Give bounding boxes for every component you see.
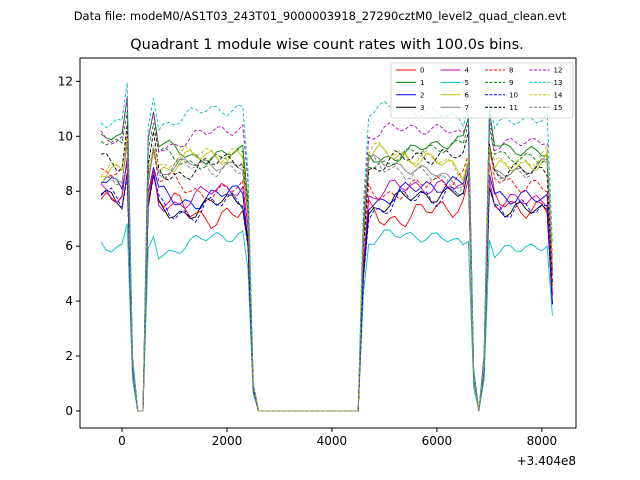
legend-label-0: 0 xyxy=(420,67,424,75)
y-tick-label: 6 xyxy=(65,239,73,253)
legend-label-6: 6 xyxy=(465,91,470,99)
x-axis: 0 2000 4000 6000 8000 xyxy=(118,428,557,448)
x-tick-label: 2000 xyxy=(212,434,243,448)
legend-label-4: 4 xyxy=(465,67,470,75)
legend-label-3: 3 xyxy=(420,104,424,112)
y-axis: 0 2 4 6 8 10 12 xyxy=(58,74,80,418)
plot-area xyxy=(100,82,553,412)
legend-label-5: 5 xyxy=(465,79,469,87)
y-tick-label: 0 xyxy=(65,404,73,418)
legend-label-11: 11 xyxy=(509,104,518,112)
legend-label-7: 7 xyxy=(465,104,469,112)
chart-title: Quadrant 1 module wise count rates with … xyxy=(130,37,524,53)
y-tick-label: 4 xyxy=(65,294,73,308)
y-tick-label: 12 xyxy=(58,74,73,88)
legend-label-14: 14 xyxy=(554,91,563,99)
series-line-15 xyxy=(100,141,553,412)
x-tick-label: 8000 xyxy=(527,434,558,448)
series-line-14 xyxy=(100,134,553,412)
legend-label-10: 10 xyxy=(509,91,518,99)
y-tick-label: 10 xyxy=(58,129,73,143)
legend-box xyxy=(390,62,574,119)
legend-label-1: 1 xyxy=(420,79,424,87)
legend-label-9: 9 xyxy=(509,79,513,87)
legend-label-15: 15 xyxy=(554,104,563,112)
x-tick-label: 6000 xyxy=(422,434,453,448)
axes-frame xyxy=(79,57,577,429)
x-tick-label: 0 xyxy=(118,434,126,448)
legend-label-2: 2 xyxy=(420,91,424,99)
x-offset-label: +3.404e8 xyxy=(517,454,576,468)
y-tick-label: 2 xyxy=(65,349,73,363)
series-line-12 xyxy=(100,96,553,412)
legend-label-13: 13 xyxy=(554,79,563,87)
header-text: Data file: modeM0/AS1T03_243T01_90000039… xyxy=(74,9,567,23)
x-tick-label: 4000 xyxy=(317,434,348,448)
legend-label-12: 12 xyxy=(554,67,563,75)
legend-label-8: 8 xyxy=(509,67,513,75)
y-tick-label: 8 xyxy=(65,184,73,198)
